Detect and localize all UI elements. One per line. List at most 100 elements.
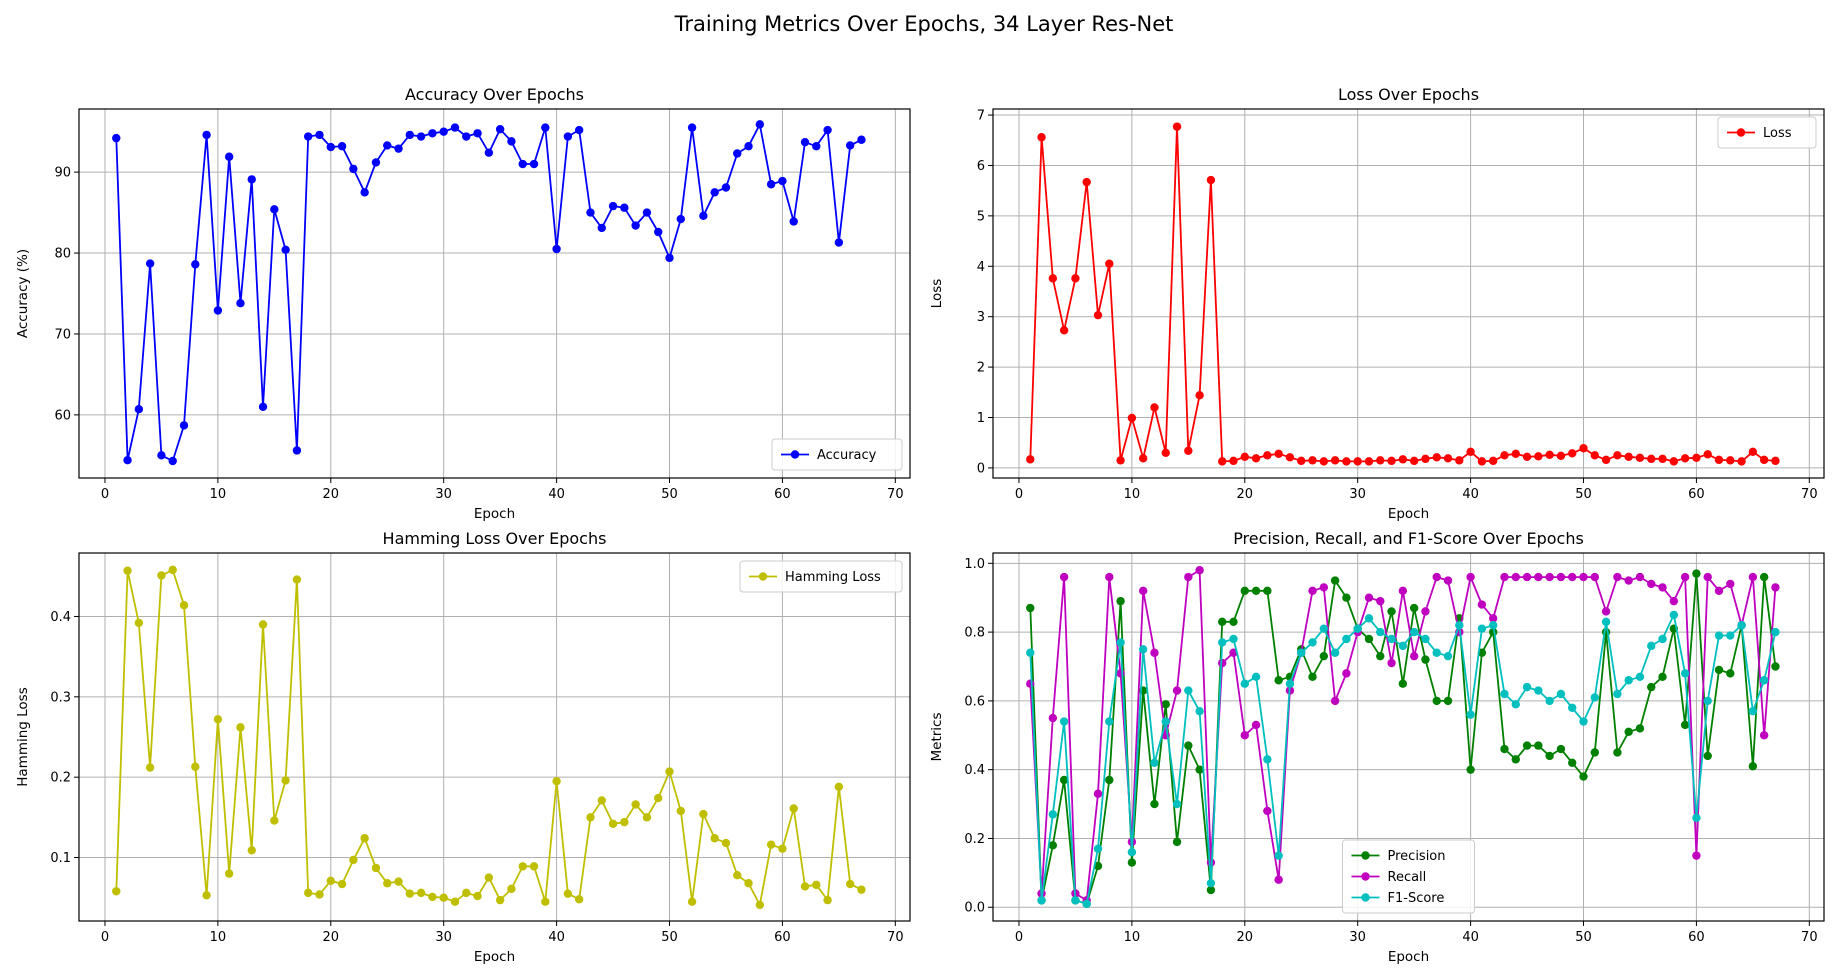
legend-label: F1-Score [1388, 891, 1445, 906]
data-point [1522, 682, 1532, 692]
data-point [1545, 751, 1554, 761]
data-point [1172, 837, 1182, 847]
x-tick-label: 30 [1349, 487, 1366, 502]
data-point [191, 762, 200, 771]
data-point [1568, 758, 1577, 767]
data-point [1421, 454, 1430, 464]
data-point [1613, 572, 1622, 582]
data-point [574, 125, 584, 135]
data-point [1330, 648, 1340, 657]
data-point [292, 446, 302, 455]
data-point [1308, 456, 1317, 465]
x-axis-label: Epoch [474, 949, 515, 965]
data-point [1387, 634, 1396, 644]
data-point [123, 455, 132, 465]
data-point [766, 180, 776, 189]
data-point [1534, 686, 1543, 695]
legend-marker [1736, 128, 1746, 137]
data-point [258, 402, 268, 411]
data-point [620, 817, 629, 827]
data-point [1488, 614, 1498, 623]
legend: Loss [1717, 116, 1817, 149]
data-point [1466, 572, 1475, 582]
data-point [1714, 586, 1724, 596]
data-point [439, 893, 448, 902]
data-point [1409, 603, 1419, 613]
data-point [1647, 579, 1656, 589]
data-point [1500, 451, 1509, 460]
data-point [157, 571, 166, 580]
data-point [1737, 621, 1746, 630]
legend-marker [1361, 851, 1370, 860]
legend-marker [790, 450, 800, 459]
data-point [1635, 724, 1645, 733]
data-point [574, 895, 584, 904]
data-point [1647, 454, 1656, 464]
data-point [1127, 413, 1137, 423]
data-point [1364, 457, 1374, 466]
x-tick-label: 70 [1801, 487, 1818, 502]
series-line-hamming-loss [115, 569, 862, 906]
data-point [823, 125, 832, 135]
data-point [744, 879, 753, 888]
x-tick-label: 40 [1462, 487, 1479, 502]
data-point [1172, 122, 1182, 131]
data-point [1127, 858, 1137, 867]
data-point [1387, 607, 1396, 616]
data-point [1263, 755, 1272, 764]
data-point [1082, 177, 1091, 187]
data-point [1093, 310, 1103, 320]
data-point [337, 879, 347, 889]
data-point [699, 809, 708, 819]
data-point [1150, 799, 1159, 809]
data-point [270, 205, 279, 214]
data-point [1105, 717, 1114, 726]
data-point [1748, 572, 1758, 582]
data-point [1590, 572, 1599, 582]
data-point [258, 620, 268, 629]
data-point [1206, 885, 1216, 895]
loss-chart: 0 10 20 30 40 50 60 70 0 1 2 3 4 5 6 7 Loss Over Epochs E… [929, 85, 1825, 522]
data-point [383, 141, 392, 150]
data-point [1364, 614, 1374, 623]
legend: Hamming Loss [739, 560, 903, 593]
data-point [1726, 631, 1735, 640]
data-point [642, 813, 652, 822]
y-tick-label: 0.0 [964, 901, 985, 916]
data-point [1116, 669, 1125, 678]
x-tick-label: 40 [548, 487, 565, 502]
data-point [1624, 727, 1633, 737]
data-point [1398, 679, 1408, 688]
legend-marker [758, 572, 768, 581]
data-point [1759, 676, 1769, 685]
data-point [1274, 449, 1283, 459]
legend-box [739, 560, 903, 593]
data-point [1319, 583, 1329, 592]
data-point [1059, 775, 1069, 785]
x-tick-label: 0 [1015, 487, 1023, 502]
data-point [507, 884, 516, 894]
data-point [224, 869, 234, 878]
data-point [1048, 274, 1058, 283]
data-point [473, 129, 482, 138]
data-point [1624, 576, 1633, 585]
data-point [1218, 658, 1227, 668]
data-point [1556, 744, 1566, 754]
data-point [1601, 617, 1611, 626]
data-point [304, 888, 313, 898]
data-point [789, 804, 798, 813]
data-point [1274, 851, 1283, 860]
data-point [1409, 456, 1419, 466]
data-point [1059, 572, 1069, 582]
data-point [620, 203, 629, 212]
data-point [1184, 572, 1193, 582]
data-point [1398, 455, 1408, 464]
data-point [518, 862, 527, 871]
data-point [1251, 454, 1261, 463]
accuracy-chart: 0 10 20 30 40 50 60 70 60 70 80 90 Accuracy Over Epo… [15, 85, 911, 522]
x-axis-label: Epoch [1388, 506, 1429, 522]
data-point [1297, 648, 1306, 657]
data-point [304, 132, 313, 141]
data-point [1703, 450, 1712, 459]
data-point [1522, 452, 1532, 462]
